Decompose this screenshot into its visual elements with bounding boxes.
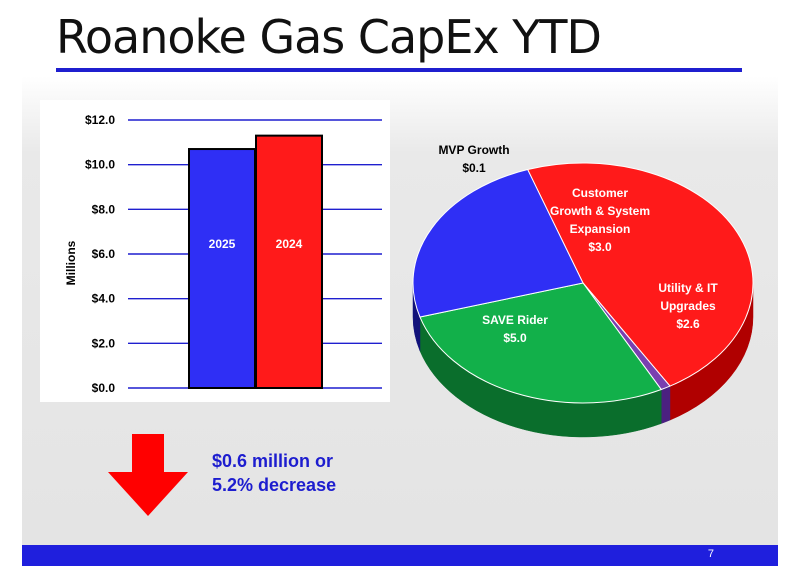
pie-slice-label: Expansion [570, 222, 631, 236]
footer-bar: 7 [22, 545, 778, 566]
y-tick-label: $0.0 [92, 381, 116, 395]
pie-slice-label: $3.0 [588, 240, 612, 254]
callout-line-2: 5.2% decrease [212, 475, 337, 495]
y-tick-label: $2.0 [92, 336, 116, 350]
pie-chart: SAVE Rider $5.0 MVP Growth $0.1 Customer Grow… [412, 143, 754, 438]
page-number: 7 [707, 548, 714, 560]
y-tick-label: $10.0 [85, 158, 115, 172]
pie-slice-label: $0.1 [462, 161, 486, 175]
decrease-callout: $0.6 million or 5.2% decrease [212, 449, 336, 497]
pie-slice-label: MVP Growth [438, 143, 509, 157]
pie-slice-label: Growth & System [550, 204, 650, 218]
pie-slice-label: Utility & IT [658, 281, 718, 295]
y-tick-label: $4.0 [92, 292, 116, 306]
down-arrow-icon [108, 434, 188, 516]
pie-slice [526, 162, 754, 387]
bar-2025 [188, 148, 256, 389]
bar-chart: Millions $0.0$2.0$4.0$6.0$8.0$10.0$12.0 … [64, 113, 382, 395]
bar-label: 2025 [209, 237, 236, 251]
title-underline [56, 68, 742, 72]
callout-line-1: $0.6 million or [212, 451, 334, 471]
bar-2024 [255, 134, 323, 390]
pie-slice [419, 282, 663, 404]
bar-label: 2024 [276, 237, 303, 251]
pie-side [661, 385, 671, 424]
pie-slice-label: Upgrades [660, 299, 716, 313]
pie-slice [412, 168, 584, 318]
y-axis-label: Millions [64, 240, 78, 285]
pie-slice-label: $2.6 [676, 317, 700, 331]
pie-slice-label: SAVE Rider [482, 313, 548, 327]
slide-title: Roanoke Gas CapEx YTD [56, 10, 602, 64]
pie-slice-label: Customer [572, 186, 628, 200]
y-tick-label: $8.0 [92, 202, 116, 216]
y-tick-label: $12.0 [85, 113, 115, 127]
pie-slice-label: $5.0 [503, 331, 527, 345]
bar-chart-panel: Millions $0.0 $2.0 $4.0 $6.0 $8.0 $10.0 $12.0 … [40, 100, 390, 402]
y-tick-label: $6.0 [92, 247, 116, 261]
